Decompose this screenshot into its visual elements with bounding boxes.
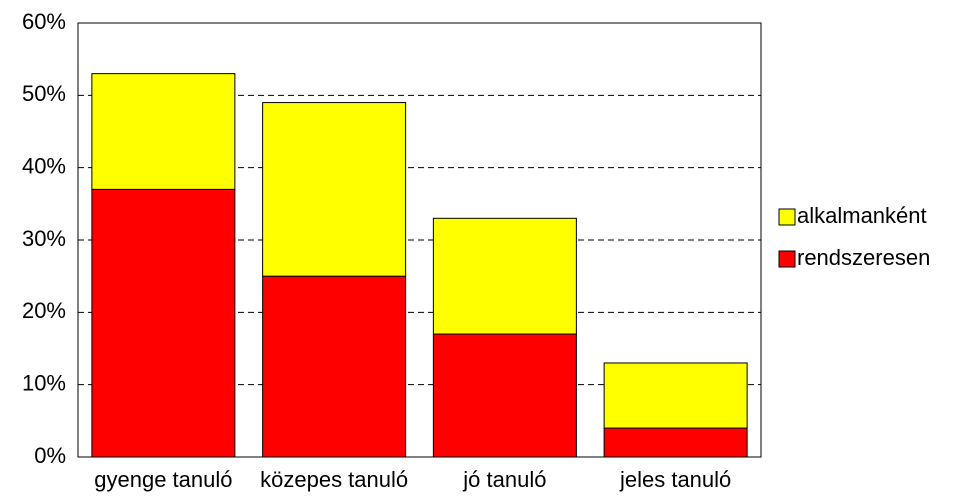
- y-tick-label: 10%: [22, 370, 66, 395]
- bar-segment: [262, 275, 407, 458]
- y-tick-label: 30%: [22, 226, 66, 251]
- bar-segment: [91, 73, 236, 190]
- y-tick-label: 40%: [22, 153, 66, 178]
- x-tick-label: gyenge tanuló: [94, 467, 232, 492]
- y-tick-label: 20%: [22, 298, 66, 323]
- y-tick-label: 60%: [22, 9, 66, 34]
- y-tick-label: 0%: [34, 443, 66, 468]
- x-tick-label: jó tanuló: [462, 467, 546, 492]
- plot-border: [77, 22, 762, 458]
- x-tick-label: közepes tanuló: [260, 467, 408, 492]
- legend-swatch: [778, 208, 796, 226]
- legend-swatch: [778, 250, 796, 268]
- bar-segment: [603, 362, 748, 429]
- bar-segment: [432, 333, 577, 458]
- legend-label: rendszeresen: [797, 245, 930, 270]
- bar-segment: [432, 217, 577, 335]
- bar-segment: [603, 427, 748, 458]
- y-tick-label: 50%: [22, 81, 66, 106]
- bar-segment: [91, 188, 236, 458]
- x-tick-label: jeles tanuló: [619, 467, 731, 492]
- bar-segment: [262, 102, 407, 277]
- legend-label: alkalmanként: [797, 203, 927, 228]
